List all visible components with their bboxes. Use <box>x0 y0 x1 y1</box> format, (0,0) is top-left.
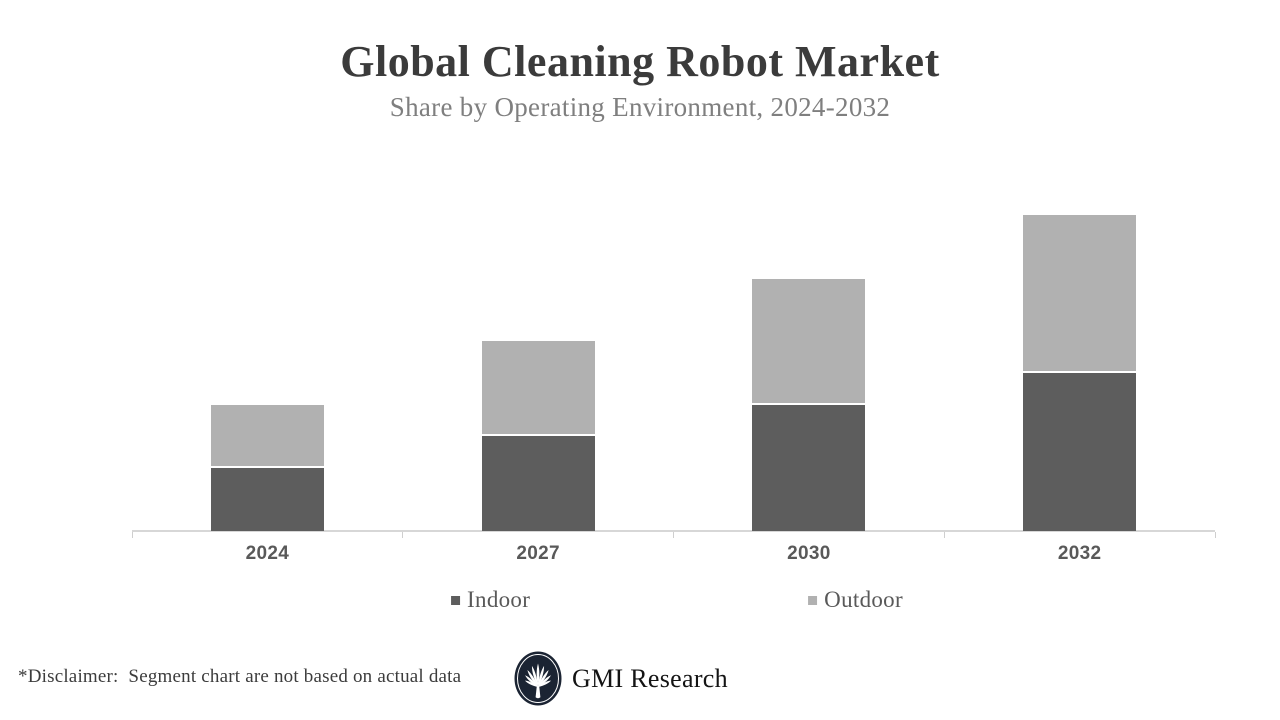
chart-subtitle: Share by Operating Environment, 2024-203… <box>389 91 891 122</box>
legend-item-outdoor: Outdoor <box>808 587 903 613</box>
stacked-bar-2024 <box>210 405 324 531</box>
legend-label: Outdoor <box>824 587 903 612</box>
brand-logo-group: GMI Research <box>514 651 728 706</box>
header: Global Cleaning Robot Market Share by Op… <box>0 36 1280 125</box>
disclaimer-text: *Disclaimer: Segment chart are not based… <box>18 666 462 687</box>
segment-outdoor-2030 <box>752 279 866 403</box>
stacked-bar-2032 <box>1023 215 1137 531</box>
gmi-fan-logo-icon <box>514 651 562 706</box>
x-axis-tick <box>673 532 674 538</box>
segment-indoor-2032 <box>1023 373 1137 531</box>
legend-label: Indoor <box>467 587 531 612</box>
legend-swatch-icon <box>808 595 818 605</box>
stacked-bar-2027 <box>481 341 595 531</box>
plot-area: 2024 2027 2030 2032 <box>131 190 1216 564</box>
x-axis-tick <box>131 532 133 538</box>
legend-swatch-icon <box>451 595 461 605</box>
stacked-bar-2030 <box>752 279 866 531</box>
segment-indoor-2027 <box>481 436 595 531</box>
x-axis-line <box>132 530 1215 532</box>
segment-indoor-2024 <box>210 468 324 531</box>
segment-outdoor-2032 <box>1023 215 1137 371</box>
brand-name: GMI Research <box>572 663 728 693</box>
legend-item-indoor: Indoor <box>451 587 530 613</box>
segment-indoor-2030 <box>752 405 866 531</box>
x-axis-tick <box>402 532 404 538</box>
x-axis-label-2027: 2027 <box>516 543 560 564</box>
chart-title: Global Cleaning Robot Market <box>340 37 940 86</box>
x-axis-label-2032: 2032 <box>1057 543 1102 564</box>
x-axis-label-2024: 2024 <box>245 543 290 564</box>
x-axis-label-2030: 2030 <box>787 543 831 564</box>
x-axis-tick <box>943 532 945 538</box>
x-axis-tick <box>1214 532 1216 538</box>
segment-outdoor-2024 <box>210 405 324 466</box>
legend: Indoor Outdoor <box>451 587 903 613</box>
segment-outdoor-2027 <box>481 341 595 434</box>
